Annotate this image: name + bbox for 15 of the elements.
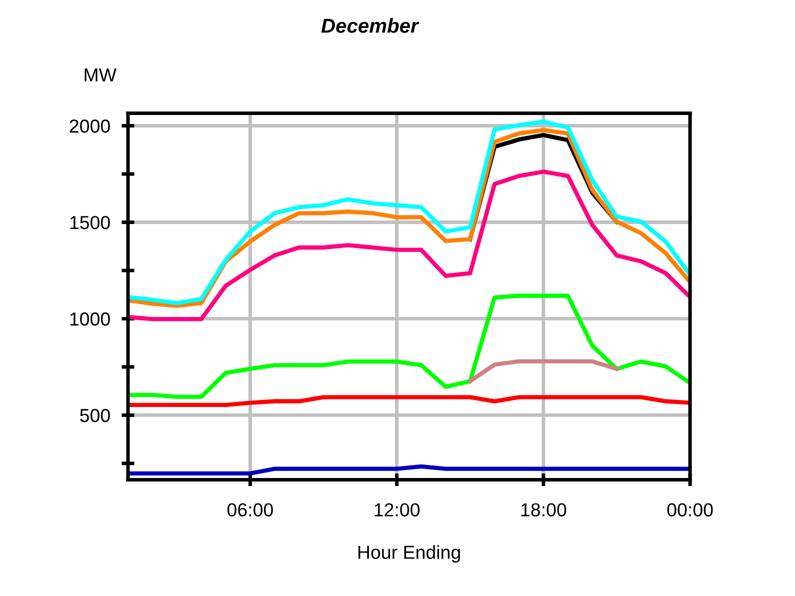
line-series — [128, 395, 690, 408]
chart-title: December — [321, 18, 420, 33]
y-tick-label: 1000 — [70, 312, 110, 326]
x-axis-title: Hour Ending — [358, 545, 460, 563]
line-series — [128, 294, 690, 399]
x-tick-label: 12:00 — [374, 503, 420, 516]
y-tick-label: 500 — [80, 408, 110, 422]
x-tick-label: 18:00 — [521, 503, 566, 516]
line-series — [128, 170, 690, 322]
y-axis-title: MW — [84, 68, 116, 82]
x-tick-label: 06:00 — [227, 503, 273, 516]
y-tick-label: 1500 — [70, 216, 110, 230]
x-tick-label: 00:00 — [667, 503, 713, 516]
line-series — [468, 359, 619, 384]
y-tick-label: 2000 — [70, 119, 110, 133]
